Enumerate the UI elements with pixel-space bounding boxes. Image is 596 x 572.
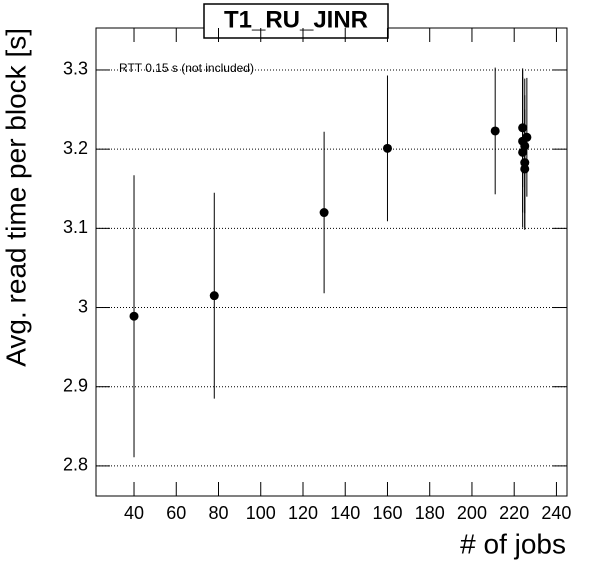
x-tick-label: 140	[330, 503, 360, 523]
data-point	[319, 208, 329, 218]
data-point	[490, 126, 500, 136]
y-tick-label: 3.3	[63, 59, 88, 79]
data-point	[129, 311, 139, 321]
title-box	[203, 3, 389, 39]
y-tick-label: 3.2	[63, 138, 88, 158]
y-axis-label: Avg. read time per block [s]	[0, 28, 31, 367]
x-tick-label: 240	[541, 503, 571, 523]
x-tick-label: 120	[288, 503, 318, 523]
data-point	[522, 132, 532, 142]
data-point	[382, 143, 392, 153]
x-tick-label: 80	[208, 503, 228, 523]
x-tick-label: 200	[457, 503, 487, 523]
x-axis-label: # of jobs	[460, 528, 566, 559]
annotation: RTT 0.15 s (not included)	[119, 61, 254, 75]
data-point	[209, 291, 219, 301]
x-tick-label: 100	[246, 503, 276, 523]
x-tick-label: 60	[166, 503, 186, 523]
x-tick-label: 160	[372, 503, 402, 523]
chart-title: T1_RU_JINR	[224, 6, 368, 33]
x-tick-label: 180	[415, 503, 445, 523]
y-tick-label: 2.9	[63, 375, 88, 395]
y-tick-label: 3	[78, 296, 88, 316]
y-tick-label: 2.8	[63, 455, 88, 475]
x-tick-label: 220	[499, 503, 529, 523]
x-tick-label: 40	[124, 503, 144, 523]
data-point	[520, 141, 530, 151]
y-tick-label: 3.1	[63, 217, 88, 237]
